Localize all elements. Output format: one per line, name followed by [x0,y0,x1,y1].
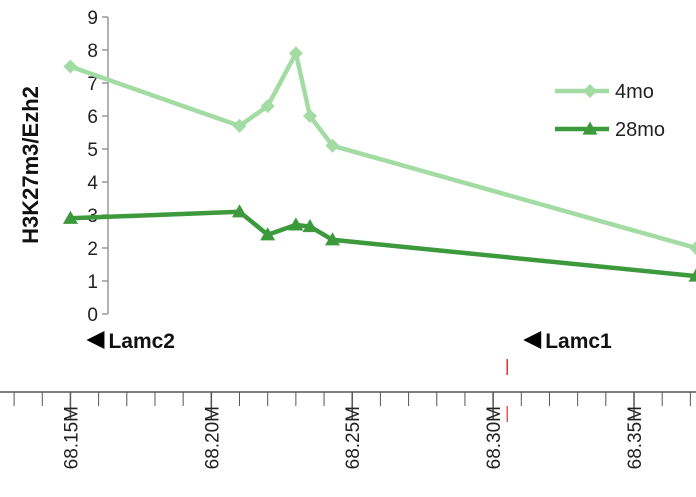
gene-label: Lamc2 [108,330,175,353]
data-point-diamond [583,84,597,98]
y-tick-label: 8 [87,41,98,62]
data-point-triangle [62,210,78,224]
genome-axis: 68.15M 68.20M 68.25M 68.30M 68.35M [0,391,696,469]
y-tick-label: 6 [87,107,98,128]
y-axis-label: H3K27m3/Ezh2 [18,86,43,244]
data-point-diamond [260,99,275,114]
genome-tick-label: 68.35M [625,406,646,469]
data-point-triangle [260,227,276,241]
gene-strand-arrow [523,331,542,349]
data-point-diamond [689,241,696,255]
y-tick-label: 9 [87,8,98,29]
genome-tick-label: 68.30M [484,406,505,469]
data-point-diamond [232,118,247,133]
data-point-diamond [325,138,340,153]
data-point-triangle [288,217,304,231]
y-tick-label: 0 [87,305,98,326]
data-point-triangle [688,268,696,282]
data-point-triangle [302,219,318,233]
legend-label: 28mo [615,119,665,141]
genome-tick-label: 68.15M [61,406,82,469]
genome-tick-label: 68.20M [202,406,223,469]
data-point-diamond [302,109,317,123]
gene-label: Lamc1 [545,330,612,353]
data-point-triangle [582,121,598,135]
series-line [69,51,696,251]
genome-tick-label: 68.25M [343,406,364,469]
series-4mo [63,46,696,255]
gene-track: Lamc2 Lamc1 [86,330,612,375]
legend-label: 4mo [615,81,654,103]
data-point-diamond [288,46,303,61]
data-point-triangle [232,204,248,218]
series-28mo [62,204,696,282]
series-layer [62,46,696,282]
y-tick-label: 5 [87,140,98,161]
data-point-triangle [325,232,341,246]
gene-strand-arrow [86,331,105,349]
y-tick-label: 4 [87,173,98,194]
y-tick-label: 2 [87,239,98,260]
data-point-diamond [63,59,78,74]
y-tick-label: 1 [87,272,98,293]
y-tick-label: 7 [87,74,98,95]
legend: 4mo 28mo [555,81,665,141]
